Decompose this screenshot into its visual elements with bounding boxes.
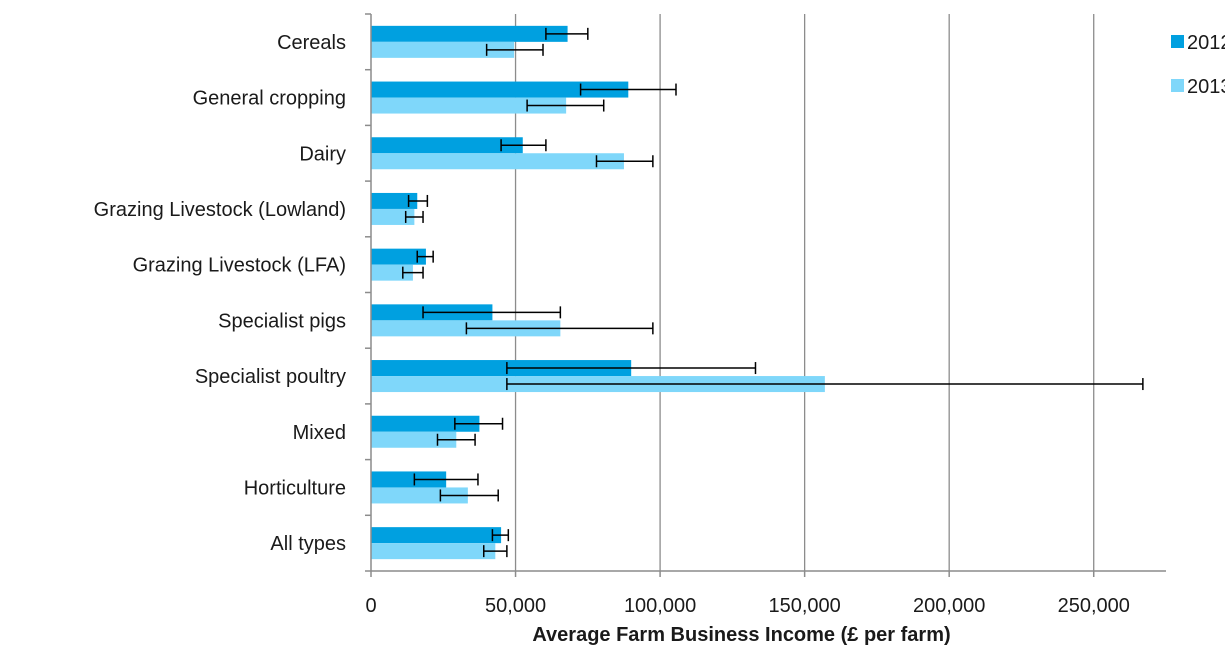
bar (371, 487, 468, 504)
category-label: General cropping (193, 88, 346, 110)
bar (371, 527, 502, 544)
category-label: Horticulture (244, 477, 346, 499)
category-label: Mixed (293, 422, 346, 444)
category-label: Grazing Livestock (Lowland) (94, 199, 346, 221)
x-tick-label: 50,000 (485, 595, 546, 617)
bar (371, 415, 480, 432)
bar (371, 360, 632, 377)
bar (371, 41, 515, 58)
bar (371, 81, 629, 98)
bar (371, 97, 567, 114)
bar (371, 543, 496, 560)
category-label: Specialist poultry (195, 366, 346, 388)
category-label: Specialist pigs (218, 310, 346, 332)
category-label: All types (270, 533, 346, 555)
legend-swatch (1171, 35, 1184, 48)
x-tick-label: 100,000 (624, 595, 696, 617)
x-tick-label: 0 (365, 595, 376, 617)
x-axis-title: Average Farm Business Income (£ per farm… (532, 624, 950, 646)
bar (371, 208, 415, 225)
bar (371, 137, 523, 154)
bar (371, 431, 457, 448)
bar (371, 248, 426, 265)
bar (371, 25, 568, 42)
bar (371, 153, 624, 170)
x-tick-label: 200,000 (913, 595, 985, 617)
x-tick-label: 150,000 (768, 595, 840, 617)
legend-swatch (1171, 79, 1184, 92)
bar (371, 471, 447, 488)
bar (371, 192, 418, 209)
legend-label: 2013/14 (1187, 76, 1225, 98)
x-tick-label: 250,000 (1058, 595, 1130, 617)
category-label: Cereals (277, 32, 346, 54)
category-label: Dairy (299, 143, 346, 165)
category-label: Grazing Livestock (LFA) (133, 255, 346, 277)
